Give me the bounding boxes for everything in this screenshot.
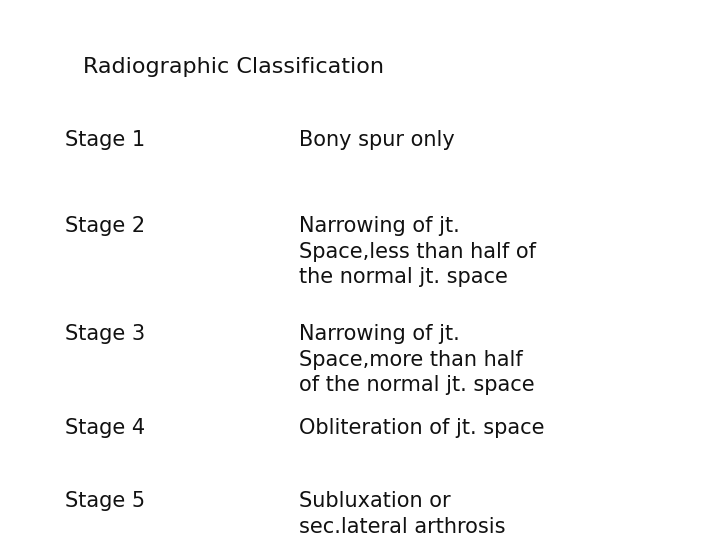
Text: Stage 3: Stage 3 <box>65 324 145 344</box>
Text: Stage 1: Stage 1 <box>65 130 145 150</box>
Text: Stage 5: Stage 5 <box>65 491 145 511</box>
Text: Radiographic Classification: Radiographic Classification <box>83 57 384 77</box>
Text: Stage 4: Stage 4 <box>65 418 145 438</box>
Text: Subluxation or
sec.lateral arthrosis: Subluxation or sec.lateral arthrosis <box>299 491 505 537</box>
Text: Narrowing of jt.
Space,more than half
of the normal jt. space: Narrowing of jt. Space,more than half of… <box>299 324 534 395</box>
Text: Bony spur only: Bony spur only <box>299 130 454 150</box>
Text: Stage 2: Stage 2 <box>65 216 145 236</box>
Text: Narrowing of jt.
Space,less than half of
the normal jt. space: Narrowing of jt. Space,less than half of… <box>299 216 536 287</box>
Text: Obliteration of jt. space: Obliteration of jt. space <box>299 418 544 438</box>
